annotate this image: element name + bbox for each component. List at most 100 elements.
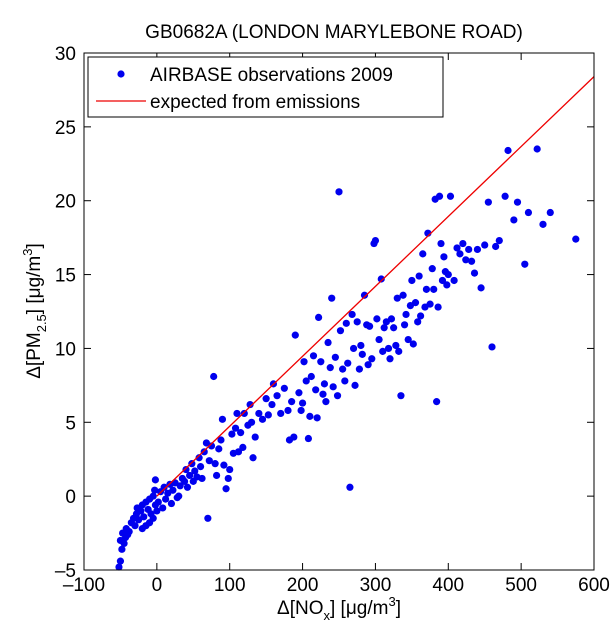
- scatter-point-119: [331, 353, 339, 361]
- y-tick-label-0: –5: [55, 561, 76, 582]
- plot-frame: [83, 52, 595, 571]
- scatter-point-209: [572, 235, 580, 243]
- legend-label-expected: expected from emissions: [150, 92, 360, 113]
- x-tick-label-1: 0: [152, 575, 163, 596]
- scatter-point-98: [291, 331, 299, 339]
- scatter-point-183: [444, 270, 452, 279]
- scatter-point-198: [492, 242, 500, 251]
- y-axis-label-subscript: 2.5: [34, 314, 49, 332]
- scatter-point-35: [160, 483, 168, 491]
- scatter-point-166: [417, 312, 425, 320]
- scatter-point-92: [277, 409, 285, 418]
- scatter-point-178: [437, 239, 445, 248]
- scatter-point-78: [239, 443, 247, 451]
- scatter-point-157: [400, 321, 409, 329]
- y-tick-label-3: 10: [55, 339, 76, 360]
- scatter-point-113: [320, 380, 329, 388]
- scatter-point-115: [324, 338, 332, 347]
- scatter-point-96: [288, 398, 296, 406]
- y-tick-label-7: 30: [55, 44, 76, 65]
- scatter-point-161: [408, 276, 416, 285]
- scatter-point-127: [346, 483, 354, 491]
- scatter-point-109: [313, 414, 321, 422]
- scatter-point-153: [393, 294, 401, 302]
- scatter-point-185: [450, 276, 458, 285]
- scatter-point-76: [234, 448, 243, 456]
- scatter-point-40: [169, 486, 177, 494]
- scatter-point-141: [371, 237, 380, 245]
- scatter-point-52: [191, 467, 199, 475]
- scatter-point-118: [329, 383, 337, 391]
- scatter-point-114: [322, 398, 330, 406]
- scatter-point-203: [513, 198, 522, 206]
- scatter-point-82: [247, 418, 256, 426]
- scatter-point-188: [459, 239, 467, 248]
- y-tick-label-1: 0: [65, 487, 76, 508]
- scatter-point-23: [149, 492, 157, 500]
- scatter-point-93: [280, 384, 288, 392]
- scatter-point-200: [501, 192, 509, 200]
- scatter-point-43: [175, 492, 183, 500]
- scatter-point-108: [312, 386, 320, 394]
- scatter-point-187: [456, 250, 464, 258]
- scatter-point-1: [116, 557, 125, 565]
- scatter-point-120: [333, 392, 342, 400]
- scatter-point-154: [395, 347, 403, 355]
- scatter-point-133: [357, 341, 365, 350]
- scatter-point-65: [215, 445, 223, 453]
- scatter-point-172: [428, 265, 436, 273]
- scatter-point-204: [521, 260, 529, 268]
- scatter-point-167: [419, 250, 427, 258]
- scatter-point-132: [355, 365, 363, 373]
- x-tick-label-7: 600: [578, 575, 610, 596]
- scatter-point-207: [539, 220, 547, 228]
- scatter-point-192: [470, 269, 479, 277]
- scatter-point-164: [414, 318, 422, 326]
- x-axis-label-superscript: 3: [388, 594, 395, 609]
- scatter-point-197: [488, 343, 496, 351]
- scatter-point-36: [162, 495, 170, 503]
- scatter-point-186: [453, 244, 461, 252]
- x-axis-label-unit: ] [μg/m: [330, 598, 388, 619]
- scatter-point-128: [348, 310, 356, 319]
- x-tick-label-2: 100: [214, 575, 246, 596]
- scatter-point-54: [195, 454, 203, 462]
- y-axis-label: Δ[PM2.5] [μg/m3]: [20, 243, 49, 379]
- scatter-point-71: [226, 465, 234, 474]
- scatter-point-146: [380, 324, 388, 332]
- scatter-point-0: [115, 563, 123, 571]
- scatter-point-177: [435, 192, 444, 200]
- scatter-point-87: [262, 395, 270, 403]
- scatter-point-126: [344, 359, 352, 367]
- scatter-point-162: [409, 340, 417, 348]
- scatter-point-193: [473, 245, 482, 254]
- scatter-point-173: [430, 285, 438, 293]
- scatter-point-125: [342, 319, 350, 327]
- scatter-point-68: [220, 461, 228, 469]
- scatter-point-152: [392, 341, 400, 350]
- scatter-point-176: [434, 303, 442, 311]
- scatter-point-29: [153, 507, 161, 515]
- scatter-point-104: [304, 434, 312, 443]
- scatter-point-131: [353, 318, 361, 326]
- scatter-point-194: [477, 284, 485, 292]
- scatter-point-195: [481, 241, 489, 249]
- scatter-point-196: [484, 198, 492, 206]
- x-tick-label-6: 500: [505, 575, 537, 596]
- scatter-point-105: [306, 412, 314, 420]
- scatter-point-112: [319, 390, 327, 398]
- scatter-point-123: [339, 365, 347, 373]
- scatter-point-171: [426, 300, 434, 308]
- x-axis-label-prefix: Δ[NO: [277, 598, 323, 619]
- scatter-point-49: [186, 471, 194, 480]
- scatter-point-163: [411, 299, 420, 307]
- scatter-point-79: [240, 409, 248, 418]
- x-tick-label-3: 200: [287, 575, 319, 596]
- scatter-point-116: [326, 364, 334, 372]
- scatter-point-206: [533, 145, 541, 153]
- scatter-point-102: [300, 358, 308, 366]
- scatter-point-179: [438, 276, 447, 285]
- scatter-point-34: [159, 504, 167, 512]
- y-tick-label-4: 15: [55, 266, 76, 287]
- scatter-point-135: [360, 291, 369, 299]
